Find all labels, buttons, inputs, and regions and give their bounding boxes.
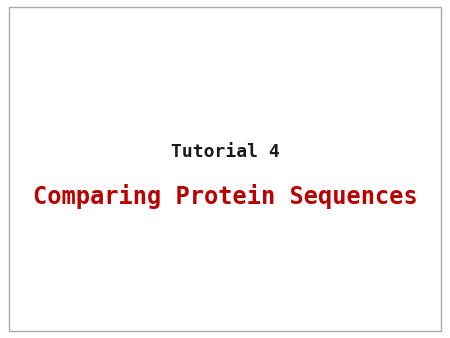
- Text: Tutorial 4: Tutorial 4: [171, 143, 279, 161]
- Text: Comparing Protein Sequences: Comparing Protein Sequences: [32, 184, 418, 209]
